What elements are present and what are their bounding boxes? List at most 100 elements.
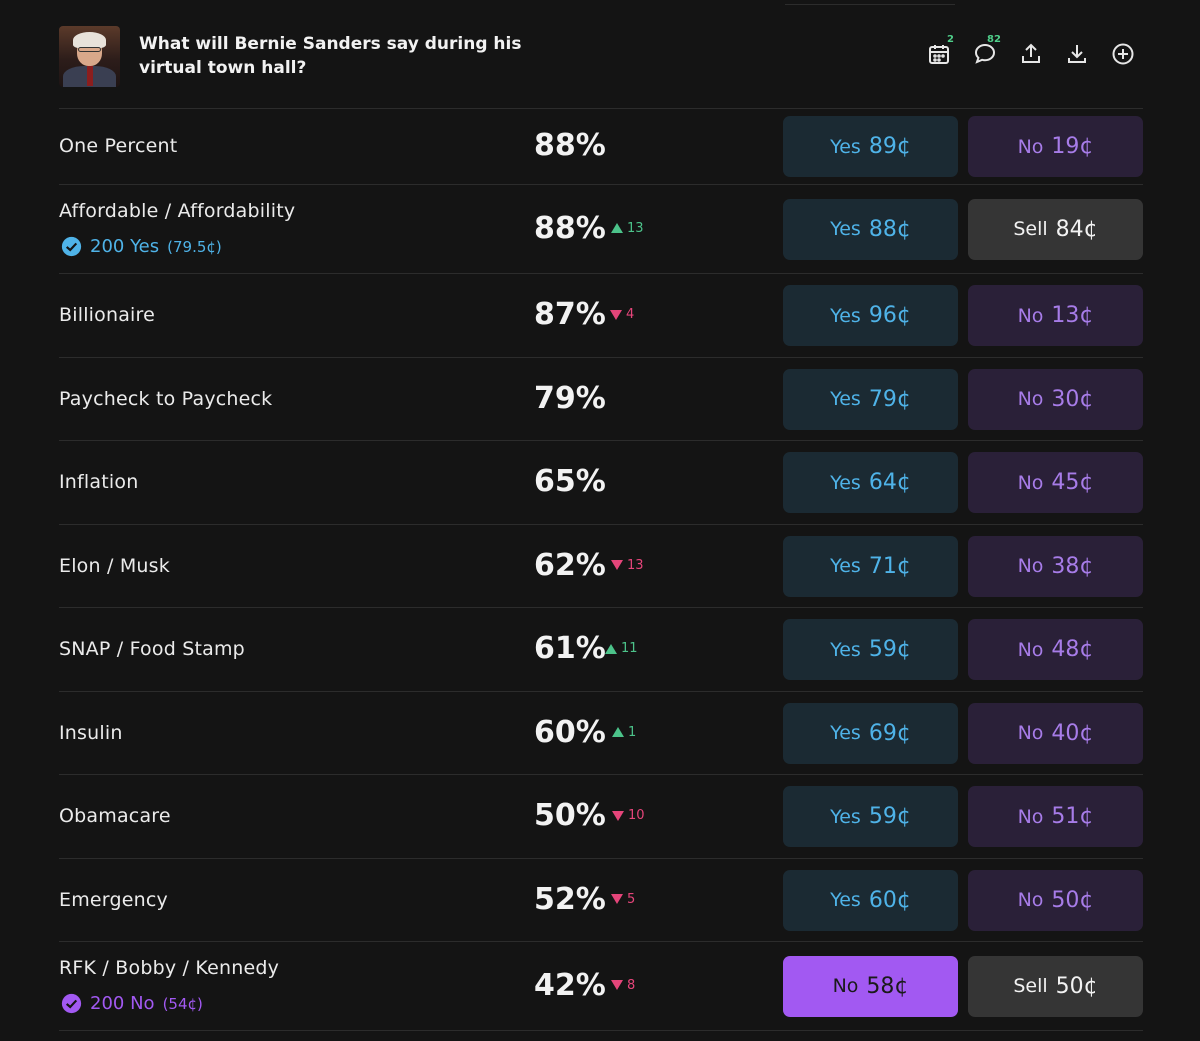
- outcome-row[interactable]: Insulin 60% 1 Yes 69¢ No 40¢: [59, 691, 1143, 775]
- buy-yes-button[interactable]: Yes 79¢: [783, 368, 958, 430]
- button-price: 96¢: [868, 303, 911, 328]
- button-price: 40¢: [1051, 720, 1094, 746]
- change-value: 11: [621, 641, 638, 656]
- buy-yes-button[interactable]: Yes 89¢: [783, 116, 958, 177]
- button-price: 89¢: [868, 134, 911, 159]
- change-value: 8: [627, 977, 636, 993]
- triangle-down-icon: [611, 560, 623, 570]
- button-price: 48¢: [1051, 637, 1094, 662]
- outcome-probability: 87%: [534, 297, 606, 332]
- buy-yes-button[interactable]: Yes 69¢: [783, 702, 958, 764]
- triangle-down-icon: [610, 309, 622, 320]
- outcome-probability: 88%: [534, 128, 606, 163]
- outcome-label: Inflation: [59, 471, 139, 493]
- probability-change: 13: [611, 558, 644, 573]
- outcome-row[interactable]: Emergency 52% 5 Yes 60¢ No 50¢: [59, 858, 1143, 942]
- check-circle-icon: [61, 993, 82, 1014]
- sell-button[interactable]: Sell 84¢: [968, 198, 1143, 260]
- buy-no-button[interactable]: No 48¢: [968, 619, 1143, 680]
- change-value: 13: [627, 220, 644, 236]
- buy-no-button[interactable]: No 45¢: [968, 452, 1143, 513]
- buy-yes-button[interactable]: Yes 64¢: [783, 452, 958, 513]
- probability-change: 1: [612, 725, 636, 740]
- outcome-label: Elon / Musk: [59, 554, 170, 577]
- outcome-row[interactable]: Paycheck to Paycheck 79% Yes 79¢ No 30¢: [59, 357, 1143, 441]
- probability-change: 5: [611, 892, 635, 907]
- outcome-row[interactable]: Billionaire 87% 4 Yes 96¢ No 13¢: [59, 273, 1143, 358]
- button-price: 38¢: [1051, 553, 1094, 579]
- sell-button[interactable]: Sell 50¢: [968, 955, 1143, 1017]
- outcome-label: Obamacare: [59, 805, 171, 827]
- probability-change: 10: [612, 808, 645, 823]
- button-label: No: [1017, 638, 1044, 661]
- buy-yes-button[interactable]: Yes 59¢: [783, 786, 958, 847]
- outcome-row[interactable]: Inflation 65% Yes 64¢ No 45¢: [59, 440, 1143, 525]
- probability-change: 4: [610, 307, 634, 322]
- triangle-up-icon: [605, 643, 617, 654]
- change-value: 1: [628, 724, 637, 740]
- button-label: Yes: [830, 388, 861, 410]
- triangle-down-icon: [612, 810, 624, 821]
- button-price: 69¢: [868, 720, 911, 746]
- button-label: No: [832, 975, 859, 997]
- add-button[interactable]: [1111, 42, 1135, 66]
- download-button[interactable]: [1065, 42, 1089, 66]
- outcome-probability: 62%: [534, 547, 606, 583]
- calendar-badge: 2: [947, 34, 954, 45]
- outcome-row[interactable]: One Percent 88% Yes 89¢ No 19¢: [59, 108, 1143, 185]
- buy-yes-button[interactable]: Yes 88¢: [783, 198, 958, 260]
- button-price: 50¢: [1055, 973, 1098, 999]
- outcome-label: RFK / Bobby / Kennedy: [59, 957, 280, 979]
- check-circle-icon: [61, 236, 82, 257]
- outcome-probability: 42%: [534, 967, 606, 1003]
- buy-yes-button[interactable]: Yes 71¢: [783, 535, 958, 597]
- button-label: Yes: [830, 471, 861, 494]
- button-label: Yes: [830, 722, 861, 744]
- buy-yes-button[interactable]: Yes 96¢: [783, 285, 958, 346]
- buy-no-button[interactable]: No 40¢: [968, 702, 1143, 764]
- button-price: 59¢: [868, 804, 911, 829]
- buy-no-button[interactable]: No 58¢: [783, 955, 958, 1017]
- position-indicator: 200 No (54¢): [61, 993, 203, 1014]
- buy-no-button[interactable]: No 51¢: [968, 786, 1143, 847]
- upload-icon: [1022, 43, 1040, 63]
- buy-yes-button[interactable]: Yes 59¢: [783, 619, 958, 680]
- market-header: What will Bernie Sanders say during his …: [59, 26, 1143, 108]
- buy-no-button[interactable]: No 38¢: [968, 535, 1143, 597]
- button-price: 79¢: [868, 386, 911, 412]
- buy-no-button[interactable]: No 19¢: [968, 116, 1143, 177]
- outcome-label: SNAP / Food Stamp: [59, 638, 245, 660]
- button-label: No: [1017, 304, 1044, 327]
- outcome-label: Billionaire: [59, 304, 156, 326]
- market-title: What will Bernie Sanders say during his …: [139, 34, 522, 78]
- calendar-button[interactable]: 2: [927, 34, 954, 66]
- outcome-row[interactable]: Affordable / Affordability 200 Yes (79.5…: [59, 184, 1143, 274]
- probability-change: 11: [605, 641, 638, 656]
- position-avg-price: (79.5¢): [167, 237, 222, 256]
- comments-button[interactable]: 82: [973, 34, 1001, 66]
- outcome-row[interactable]: Obamacare 50% 10 Yes 59¢ No 51¢: [59, 774, 1143, 859]
- button-price: 30¢: [1051, 386, 1094, 412]
- probability-change: 8: [611, 978, 635, 993]
- button-price: 88¢: [868, 216, 911, 242]
- outcome-row[interactable]: SNAP / Food Stamp 61% 11 Yes 59¢ No 48¢: [59, 607, 1143, 692]
- outcome-probability: 52%: [534, 881, 606, 917]
- position-indicator: 200 Yes (79.5¢): [61, 236, 222, 257]
- button-price: 64¢: [868, 470, 911, 495]
- probability-change: 13: [611, 221, 644, 236]
- outcome-label: One Percent: [59, 135, 178, 157]
- header-actions: 2 82: [927, 34, 1135, 66]
- button-price: 58¢: [866, 973, 909, 999]
- outcome-row[interactable]: RFK / Bobby / Kennedy 200 No (54¢) 42% 8…: [59, 941, 1143, 1031]
- buy-no-button[interactable]: No 13¢: [968, 285, 1143, 346]
- button-price: 13¢: [1051, 303, 1094, 328]
- buy-no-button[interactable]: No 50¢: [968, 869, 1143, 931]
- outcome-row[interactable]: Elon / Musk 62% 13 Yes 71¢ No 38¢: [59, 524, 1143, 608]
- plus-circle-icon: [1112, 43, 1134, 65]
- outcome-probability: 50%: [534, 798, 606, 833]
- share-button[interactable]: [1019, 42, 1043, 66]
- buy-no-button[interactable]: No 30¢: [968, 368, 1143, 430]
- button-label: No: [1017, 805, 1044, 828]
- buy-yes-button[interactable]: Yes 60¢: [783, 869, 958, 931]
- position-size: 200 No: [90, 993, 155, 1014]
